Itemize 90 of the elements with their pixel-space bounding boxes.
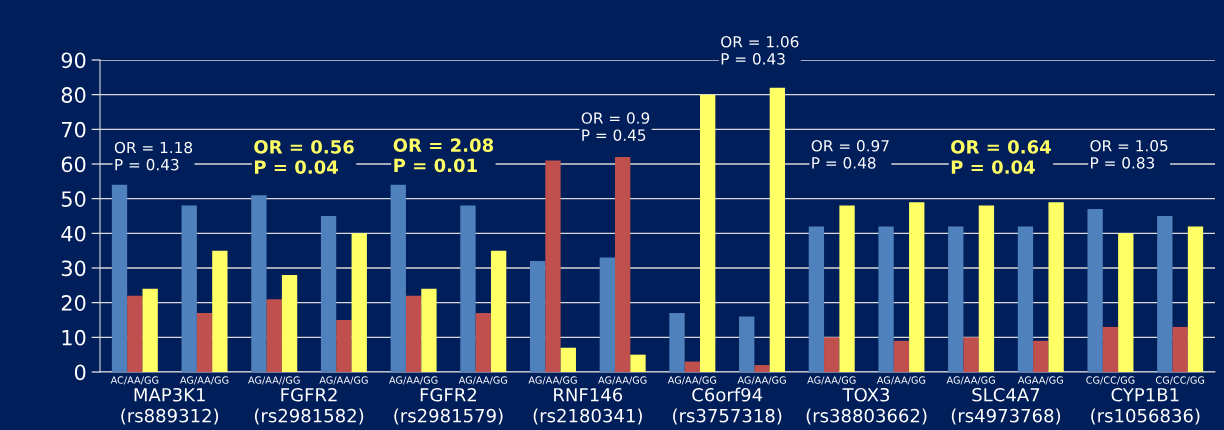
bar bbox=[266, 299, 282, 372]
bar bbox=[878, 226, 894, 372]
text: TOX3 (rs38803662) bbox=[806, 387, 927, 425]
text: FGFR2 (rs2981579) bbox=[394, 387, 503, 425]
bar bbox=[599, 257, 615, 372]
y-tick-label: 30 bbox=[61, 260, 86, 277]
annotation: OR = 2.08 P = 0.01 bbox=[393, 138, 494, 173]
bar bbox=[336, 320, 352, 372]
y-tick-label: 80 bbox=[61, 87, 86, 103]
y-tick-label: 0 bbox=[74, 364, 86, 381]
bar bbox=[529, 261, 546, 372]
bar bbox=[700, 94, 716, 372]
y-tick-label: 10 bbox=[62, 329, 86, 346]
bar bbox=[893, 340, 910, 372]
bar bbox=[1087, 209, 1103, 372]
x-tick-label: AG/AA/GG bbox=[598, 376, 647, 385]
text: FGFR2 (rs2981582) bbox=[254, 387, 364, 425]
y-tick-label: 90 bbox=[61, 52, 86, 69]
x-tick-label: AG/AA//GG bbox=[248, 376, 300, 385]
bar bbox=[669, 313, 685, 372]
text: MAP3K1 (rs889312) bbox=[121, 387, 219, 425]
x-tick-label: AG/AA/GG bbox=[389, 376, 438, 385]
bar bbox=[808, 226, 825, 372]
bar bbox=[405, 295, 422, 372]
bar bbox=[320, 216, 337, 372]
bar bbox=[127, 295, 143, 372]
bar bbox=[181, 205, 197, 372]
text: SLC4A7 (rs4973768) bbox=[951, 387, 1061, 425]
y-tick-label: 60 bbox=[61, 156, 86, 173]
bar bbox=[545, 160, 561, 372]
bar bbox=[1118, 233, 1134, 372]
annotation: OR = 1.18 P = 0.43 bbox=[114, 141, 193, 171]
x-tick-label: AG/AA/GG bbox=[807, 376, 856, 385]
x-tick-label: AG/AA/GG bbox=[528, 376, 577, 385]
y-tick-label: 40 bbox=[61, 225, 86, 242]
bar bbox=[560, 347, 576, 372]
bar bbox=[839, 205, 855, 372]
bar bbox=[1172, 326, 1188, 372]
bar bbox=[630, 354, 646, 372]
bar bbox=[460, 205, 476, 372]
x-tick-label: AG/AA/GG bbox=[946, 376, 995, 385]
bar bbox=[196, 313, 213, 372]
bar bbox=[739, 316, 755, 372]
bar bbox=[963, 337, 979, 372]
bar bbox=[490, 250, 507, 372]
bar bbox=[824, 337, 840, 372]
bar bbox=[1102, 326, 1119, 372]
bar bbox=[1033, 340, 1049, 372]
y-tick-label: 20 bbox=[61, 295, 86, 311]
bar bbox=[684, 361, 701, 372]
bar bbox=[251, 195, 267, 372]
annotation: OR = 0.56 P = 0.04 bbox=[254, 140, 354, 174]
text: RNF146 (rs2180341) bbox=[533, 387, 642, 425]
x-tick-label: AG/AA/GG bbox=[180, 376, 229, 385]
x-tick-label: AG/AA/GG bbox=[458, 376, 508, 385]
y-tick-label: 70 bbox=[62, 121, 86, 138]
bar bbox=[212, 250, 228, 372]
bar bbox=[421, 288, 437, 372]
annotation: OR = 0.64 P = 0.04 bbox=[951, 140, 1051, 174]
y-tick-label: 50 bbox=[61, 191, 86, 207]
bar bbox=[351, 233, 367, 372]
bar bbox=[281, 274, 298, 372]
bar bbox=[111, 184, 128, 372]
x-tick-label: AC/AA/GG bbox=[110, 376, 159, 385]
x-tick-label: AG/AA/GG bbox=[319, 376, 368, 385]
bar bbox=[1048, 202, 1064, 372]
bar bbox=[475, 313, 491, 372]
bar bbox=[142, 288, 158, 372]
annotation: OR = 1.06 P = 0.43 bbox=[721, 36, 799, 65]
annotation: OR = 1.05 P = 0.83 bbox=[1090, 140, 1168, 169]
x-tick-label: AG/AA/GG bbox=[876, 376, 926, 385]
x-tick-label: AG/AA/GG bbox=[667, 376, 717, 385]
x-tick-label: CG/CC/GG bbox=[1155, 376, 1205, 385]
x-tick-label: AG/AA/GG bbox=[737, 376, 786, 385]
bar bbox=[948, 226, 964, 372]
bar bbox=[978, 205, 995, 372]
bar bbox=[1187, 226, 1204, 372]
bar bbox=[614, 157, 631, 372]
bar bbox=[909, 202, 925, 372]
bar bbox=[390, 184, 406, 372]
bar bbox=[769, 87, 786, 372]
bar bbox=[754, 365, 770, 372]
text: CYP1B1 (rs1056836) bbox=[1091, 387, 1200, 425]
x-tick-label: CG/CC/GG bbox=[1086, 376, 1135, 385]
bar bbox=[1157, 216, 1173, 372]
text: C6orf94 (rs3757318) bbox=[673, 387, 782, 425]
x-tick-label: AGAA/GG bbox=[1017, 376, 1063, 385]
annotation: OR = 0.97 P = 0.48 bbox=[811, 140, 889, 169]
bar bbox=[1017, 226, 1034, 372]
annotation: OR = 0.9 P = 0.45 bbox=[581, 112, 650, 141]
